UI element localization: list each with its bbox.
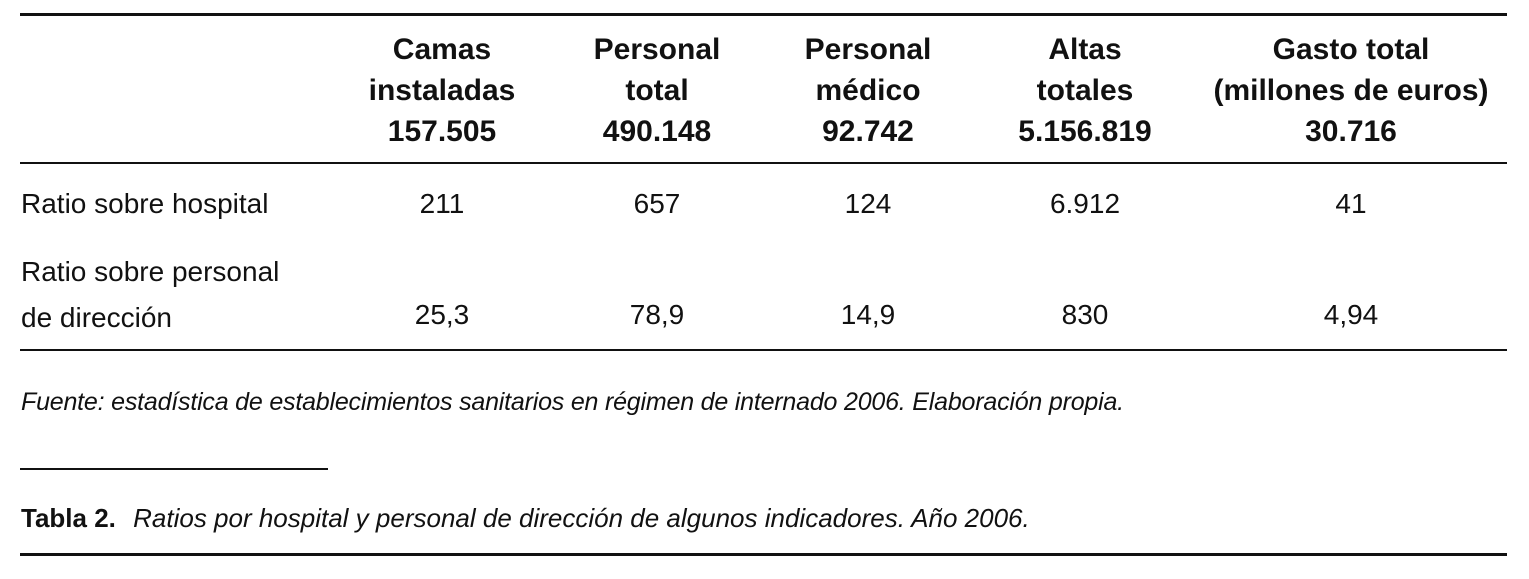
caption-bottom-rule bbox=[20, 553, 1507, 556]
column-header-line1: Personal bbox=[593, 33, 721, 66]
table-cell: 657 bbox=[633, 188, 681, 219]
caption-label: Tabla 2. bbox=[21, 503, 116, 533]
row-label-line1: Ratio sobre personal bbox=[21, 256, 280, 287]
column-header-line2: totales bbox=[1036, 74, 1134, 107]
separator-rule bbox=[20, 468, 328, 470]
table-cell: 25,3 bbox=[414, 299, 470, 330]
column-header-total: 92.742 bbox=[822, 115, 914, 148]
row-label-ratio-hospital: Ratio sobre hospital bbox=[21, 188, 269, 219]
table-cell: 78,9 bbox=[629, 299, 685, 330]
table-cell: 41 bbox=[1335, 188, 1367, 219]
header-rule bbox=[20, 162, 1507, 164]
row-label-ratio-personal: Ratio sobre personal de dirección bbox=[21, 249, 279, 341]
table-top-rule bbox=[20, 13, 1507, 16]
table-cell: 4,94 bbox=[1323, 299, 1379, 330]
table-cell: 211 bbox=[419, 188, 465, 219]
column-header-line1: Gasto total bbox=[1272, 33, 1430, 66]
column-header-line2: (millones de euros) bbox=[1213, 74, 1489, 107]
column-header-altas: Altas totales 5.156.819 bbox=[985, 29, 1185, 152]
column-header-personal-medico: Personal médico 92.742 bbox=[778, 29, 958, 152]
column-header-camas: Camas instaladas 157.505 bbox=[352, 29, 532, 152]
column-header-line1: Camas bbox=[392, 33, 492, 66]
column-header-line1: Personal bbox=[804, 33, 932, 66]
table-cell: 14,9 bbox=[840, 299, 896, 330]
table-bottom-rule bbox=[20, 349, 1507, 351]
table-caption: Tabla 2. Ratios por hospital y personal … bbox=[21, 503, 1030, 534]
column-header-line2: médico bbox=[815, 74, 921, 107]
table-cell: 124 bbox=[844, 188, 892, 219]
column-header-personal-total: Personal total 490.148 bbox=[567, 29, 747, 152]
column-header-line2: total bbox=[625, 74, 689, 107]
column-header-total: 157.505 bbox=[387, 115, 497, 148]
row-label-line2: de dirección bbox=[21, 302, 172, 333]
table-cell: 6.912 bbox=[1049, 188, 1121, 219]
column-header-total: 490.148 bbox=[602, 115, 712, 148]
caption-text: Ratios por hospital y personal de direcc… bbox=[133, 503, 1030, 533]
column-header-line2: instaladas bbox=[368, 74, 516, 107]
column-header-total: 5.156.819 bbox=[1018, 115, 1152, 148]
column-header-total: 30.716 bbox=[1305, 115, 1397, 148]
source-note: Fuente: estadística de establecimientos … bbox=[21, 388, 1124, 416]
column-header-line1: Altas bbox=[1048, 33, 1122, 66]
table-cell: 830 bbox=[1061, 299, 1109, 330]
column-header-gasto: Gasto total (millones de euros) 30.716 bbox=[1196, 29, 1506, 152]
